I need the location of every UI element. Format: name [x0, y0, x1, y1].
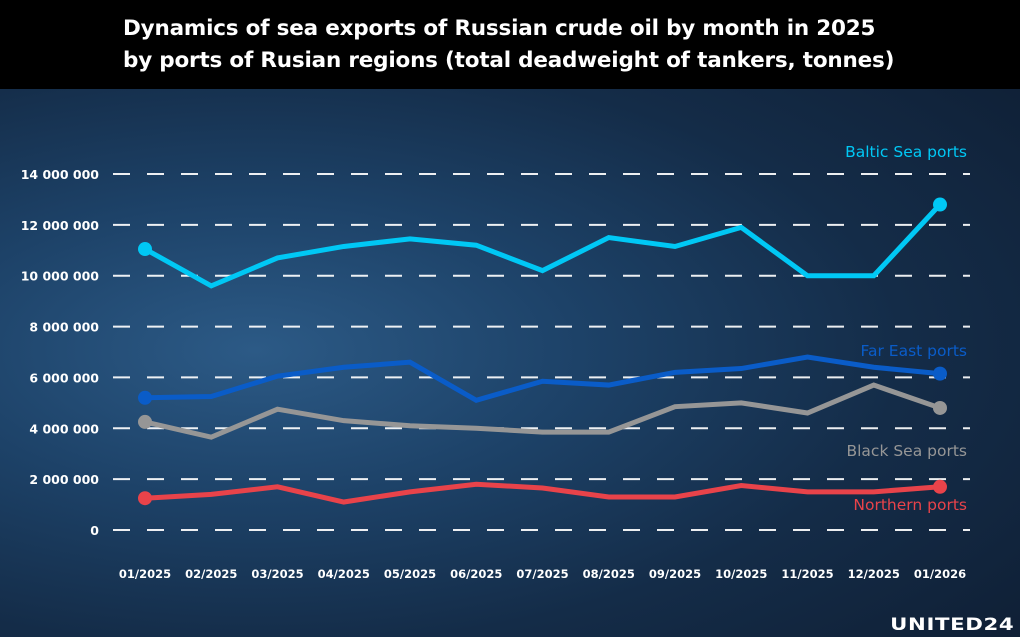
- title-bar: Dynamics of sea exports of Russian crude…: [0, 0, 1020, 89]
- y-tick-label: 8 000 000: [29, 320, 99, 335]
- y-tick-label: 12 000 000: [21, 218, 100, 233]
- x-tick-label: 05/2025: [384, 567, 436, 581]
- x-tick-label: 08/2025: [583, 567, 635, 581]
- series-line-baltic-sea-ports: [143, 202, 942, 289]
- series-line-far-east-ports: [144, 354, 941, 404]
- y-tick-label: 6 000 000: [29, 370, 99, 385]
- series-label: Northern ports: [853, 496, 967, 514]
- data-point-end: [933, 366, 947, 381]
- x-tick-label: 06/2025: [450, 567, 502, 581]
- y-tick-label: 2 000 000: [29, 472, 99, 487]
- x-tick-label: 11/2025: [781, 567, 833, 581]
- x-tick-label: 01/2025: [119, 567, 171, 581]
- data-point-end: [933, 197, 947, 212]
- data-point-start: [138, 491, 152, 506]
- x-tick-label: 09/2025: [649, 567, 701, 581]
- data-point-start: [138, 414, 152, 429]
- y-tick-label: 4 000 000: [29, 421, 99, 436]
- x-tick-label: 04/2025: [318, 567, 370, 581]
- series-label: Black Sea ports: [846, 442, 967, 460]
- y-tick-label: 10 000 000: [21, 269, 100, 284]
- data-point-start: [138, 242, 152, 257]
- series-label: Baltic Sea ports: [845, 143, 967, 161]
- x-tick-label: 12/2025: [848, 567, 900, 581]
- x-tick-label: 03/2025: [251, 567, 303, 581]
- x-tick-label: 02/2025: [185, 567, 237, 581]
- united24-logo: UNITED24: [889, 615, 1014, 635]
- data-point-end: [933, 400, 947, 415]
- series-label: Far East ports: [860, 342, 967, 360]
- series-line-black-sea-ports: [144, 382, 941, 440]
- x-tick-label: 10/2025: [715, 567, 767, 581]
- y-tick-label: 14 000 000: [21, 167, 100, 182]
- data-point-start: [138, 390, 152, 405]
- x-tick-label: 07/2025: [516, 567, 568, 581]
- chart-title: Dynamics of sea exports of Russian crude…: [123, 16, 895, 73]
- y-tick-label: 0: [90, 523, 99, 538]
- x-tick-label: 01/2026: [914, 567, 966, 581]
- data-point-end: [933, 479, 947, 494]
- series-line-northern-ports: [144, 481, 941, 505]
